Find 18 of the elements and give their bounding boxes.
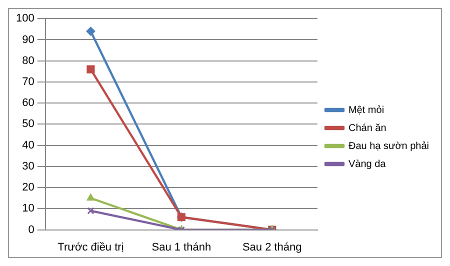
x-tick-label: Sau 1 thánh [152, 241, 212, 254]
y-tick-label: 70 [22, 76, 34, 88]
y-tick-label: 90 [22, 34, 34, 46]
legend-label: Mệt mỏi [348, 104, 384, 116]
legend-label: Vàng da [348, 158, 386, 170]
y-tick-label: 50 [22, 118, 34, 130]
y-tick-label: 60 [22, 97, 34, 110]
y-tick-label: 10 [22, 202, 34, 215]
y-tick-label: 100 [16, 12, 34, 25]
x-tick-label: Trước điều trị [58, 241, 124, 254]
y-tick-label: 30 [22, 160, 34, 172]
y-tick-label: 80 [22, 54, 34, 67]
y-tick-label: 40 [22, 139, 34, 152]
x-tick-label: Sau 2 tháng [242, 241, 302, 254]
legend-label: Đau hạ sườn phải [348, 140, 430, 152]
y-tick-label: 20 [22, 182, 34, 194]
y-tick-label: 0 [28, 224, 34, 236]
legend-label: Chán ăn [348, 122, 386, 134]
